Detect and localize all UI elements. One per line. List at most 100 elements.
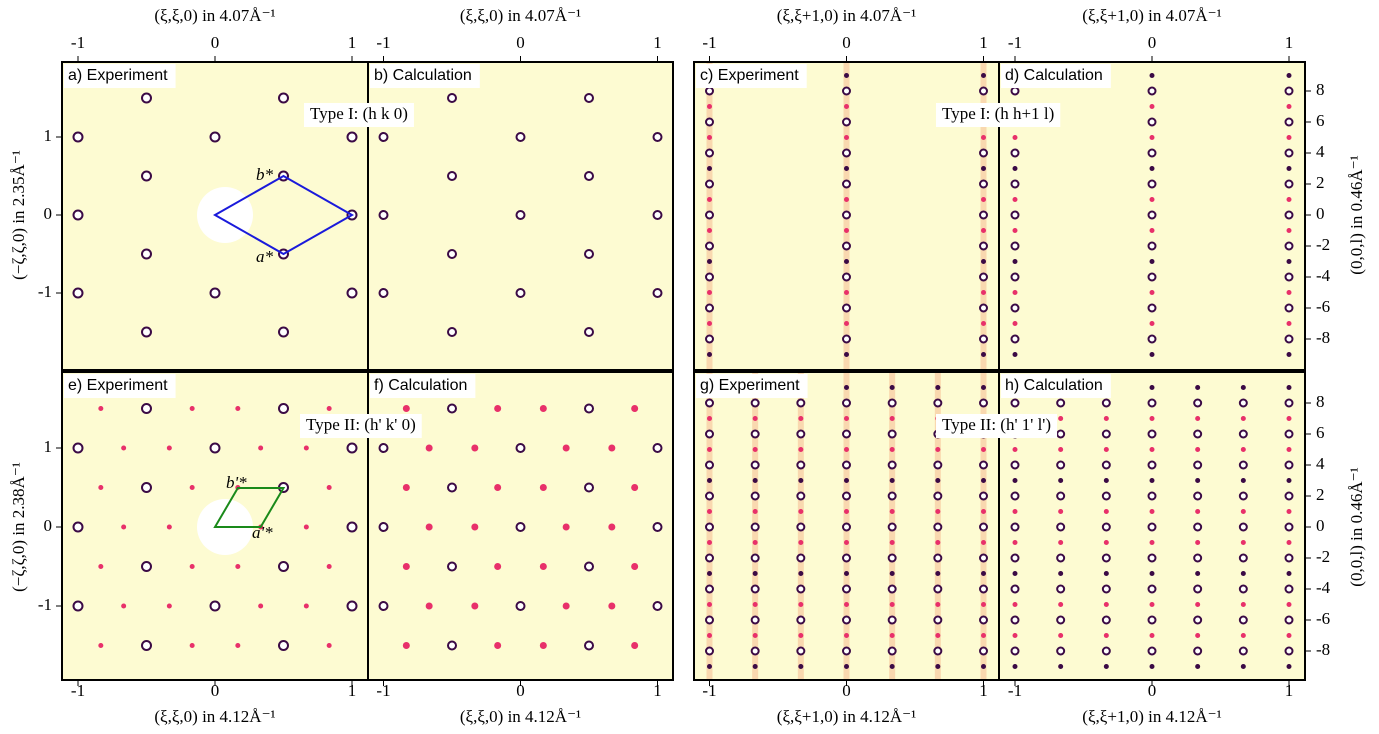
spot [707, 416, 712, 421]
spot [584, 93, 594, 103]
spot [1010, 460, 1020, 470]
spot [1147, 491, 1157, 501]
spot [979, 210, 988, 220]
spot [935, 602, 941, 607]
spot [608, 602, 616, 610]
spot [844, 197, 849, 202]
spot [707, 540, 712, 545]
spot [796, 646, 806, 656]
spot [1103, 478, 1109, 483]
spot [798, 602, 804, 607]
spot [1238, 615, 1248, 625]
spot [1284, 241, 1294, 251]
spot [1149, 633, 1155, 638]
axis-title: (ξ,ξ+1,0) in 4.12Å⁻¹ [1082, 707, 1221, 726]
spot [933, 646, 943, 656]
spot [1012, 259, 1018, 264]
spot [844, 385, 849, 390]
spot [447, 482, 457, 493]
spot [933, 460, 943, 470]
type-label: Type II: (h' k' 0) [306, 415, 416, 434]
spot [707, 104, 712, 109]
spot [707, 135, 712, 140]
spot [72, 521, 84, 533]
spot [750, 491, 760, 501]
spot [278, 640, 289, 651]
x-tick-label: 1 [1285, 681, 1294, 700]
spot [842, 398, 851, 408]
spot [447, 403, 457, 414]
spot [798, 509, 804, 514]
y-tick-label: -1 [38, 595, 52, 614]
l-tick-label: 4 [1316, 454, 1325, 473]
spot [935, 478, 941, 483]
spot [981, 228, 986, 233]
spot [494, 405, 502, 412]
spot [933, 491, 943, 501]
spot [1193, 398, 1203, 408]
l-tick-label: -8 [1316, 640, 1330, 659]
spot [707, 259, 712, 264]
spot [584, 249, 594, 259]
spot [842, 241, 851, 251]
spot [979, 553, 988, 563]
x-tick-label: 0 [516, 33, 525, 52]
spot [750, 522, 760, 532]
spot [1193, 522, 1203, 532]
spot [752, 509, 758, 514]
spot [842, 584, 851, 594]
type-label: Type I: (h k 0) [310, 104, 408, 123]
axis-title: (0,0,l) in 0.46Å⁻¹ [1347, 467, 1366, 586]
spot [189, 564, 195, 569]
l-tick-label: 6 [1316, 423, 1325, 442]
spot [1284, 148, 1294, 158]
spot [889, 385, 895, 390]
spot [750, 646, 760, 656]
x-tick-label: -1 [1008, 681, 1022, 700]
spot [1240, 447, 1246, 452]
spot [1101, 429, 1111, 439]
x-tick-label: -1 [1008, 33, 1022, 52]
spot [981, 73, 986, 78]
spot [378, 210, 389, 220]
spot [1149, 416, 1155, 421]
l-tick-label: 2 [1316, 485, 1325, 504]
spot [979, 86, 988, 96]
spot [1149, 73, 1155, 78]
spot [1149, 385, 1155, 390]
spot [889, 571, 895, 576]
spot [1010, 584, 1020, 594]
spot [1012, 602, 1018, 607]
spot [889, 416, 895, 421]
spot [326, 564, 332, 569]
spot [539, 563, 547, 570]
spot [1147, 429, 1157, 439]
spot [933, 522, 943, 532]
spot [1058, 540, 1064, 545]
spot [1147, 553, 1157, 563]
spot [842, 553, 851, 563]
spot [1284, 210, 1294, 220]
spot [981, 602, 986, 607]
spot [494, 484, 502, 491]
spot [750, 584, 760, 594]
x-tick-label: 0 [516, 681, 525, 700]
spot [425, 444, 433, 452]
spot [494, 563, 502, 570]
spot [471, 444, 479, 452]
spot [752, 416, 758, 421]
spot [750, 615, 760, 625]
spot [935, 509, 941, 514]
spot [1056, 615, 1066, 625]
spot [842, 148, 851, 158]
spot [1010, 86, 1020, 96]
spot [1101, 646, 1111, 656]
spot [1286, 290, 1292, 295]
spot [844, 633, 849, 638]
spot [844, 104, 849, 109]
spot [98, 406, 104, 411]
x-tick-label: -1 [71, 681, 85, 700]
spot [844, 509, 849, 514]
label-bg [300, 414, 422, 438]
spot [705, 584, 714, 594]
